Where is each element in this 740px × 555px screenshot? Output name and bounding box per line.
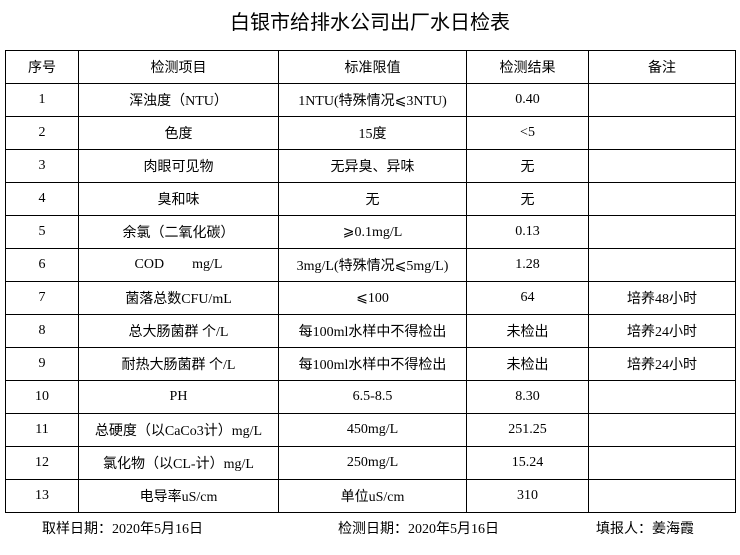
table-cell: ⩾0.1mg/L bbox=[278, 215, 467, 249]
column-header: 检测项目 bbox=[78, 50, 279, 84]
table-cell: 未检出 bbox=[466, 347, 589, 381]
table-row: 11 总硬度（以CaCo3计）mg/L 450mg/L 251.25 bbox=[5, 413, 736, 447]
table-cell: 总硬度（以CaCo3计）mg/L bbox=[78, 413, 279, 447]
table-cell: 10 bbox=[5, 380, 79, 414]
empty-cell bbox=[588, 479, 736, 513]
table-cell: 64 bbox=[466, 281, 589, 315]
table-cell: 6.5-8.5 bbox=[278, 380, 467, 414]
table-row: 7 菌落总数CFU/mL ⩽100 64 培养48小时 bbox=[5, 281, 736, 315]
empty-cell bbox=[588, 446, 736, 480]
table-cell: 电导率uS/cm bbox=[78, 479, 279, 513]
table-cell: 浑浊度（NTU） bbox=[78, 83, 279, 117]
table-cell: 250mg/L bbox=[278, 446, 467, 480]
table-cell: 肉眼可见物 bbox=[78, 149, 279, 183]
table-cell: PH bbox=[78, 380, 279, 414]
table-cell: 1 bbox=[5, 83, 79, 117]
table-cell: 7 bbox=[5, 281, 79, 315]
table-cell: 色度 bbox=[78, 116, 279, 150]
table-cell: 3 bbox=[5, 149, 79, 183]
table-row: 8 总大肠菌群 个/L 每100ml水样中不得检出 未检出 培养24小时 bbox=[5, 314, 736, 348]
test-date: 检测日期：2020年5月16日 bbox=[338, 522, 499, 537]
table-row: 13 电导率uS/cm 单位uS/cm 310 bbox=[5, 479, 736, 513]
table-cell: 无 bbox=[466, 149, 589, 183]
empty-cell bbox=[588, 248, 736, 282]
empty-cell bbox=[588, 413, 736, 447]
empty-cell bbox=[588, 380, 736, 414]
table-cell: 单位uS/cm bbox=[278, 479, 467, 513]
table-cell: 13 bbox=[5, 479, 79, 513]
table-cell: 无 bbox=[466, 182, 589, 216]
table-cell: 臭和味 bbox=[78, 182, 279, 216]
table-cell: 4 bbox=[5, 182, 79, 216]
table-row: 6 COD mg/L 3mg/L(特殊情况⩽5mg/L) 1.28 bbox=[5, 248, 736, 282]
table-cell: 11 bbox=[5, 413, 79, 447]
table-row: 3 肉眼可见物 无异臭、异味无 bbox=[5, 149, 736, 183]
empty-cell bbox=[588, 83, 736, 117]
sample-date: 取样日期：2020年5月16日 bbox=[42, 522, 203, 537]
inspection-table: 序号 检测项目 标准限值 检测结果 备注 1 浑浊度（NTU） 1NTU(特殊情况⩽3NTU)… bbox=[5, 50, 736, 513]
table-cell: 余氯（二氧化碳） bbox=[78, 215, 279, 249]
table-row: 5 余氯（二氧化碳） ⩾0.1mg/L 0.13 bbox=[5, 215, 736, 249]
table-cell: 0.40 bbox=[466, 83, 589, 117]
table-cell: 310 bbox=[466, 479, 589, 513]
table-cell: 未检出 bbox=[466, 314, 589, 348]
column-header: 备注 bbox=[588, 50, 736, 84]
table-cell: 培养48小时 bbox=[588, 281, 736, 315]
table-cell: 6 bbox=[5, 248, 79, 282]
table-cell: 无异臭、异味 bbox=[278, 149, 467, 183]
table-cell: 每100ml水样中不得检出 bbox=[278, 347, 467, 381]
table-cell: 8.30 bbox=[466, 380, 589, 414]
table-cell: 450mg/L bbox=[278, 413, 467, 447]
table-cell: 每100ml水样中不得检出 bbox=[278, 314, 467, 348]
empty-cell bbox=[588, 182, 736, 216]
title: 白银市给排水公司出厂水日检表 bbox=[230, 12, 510, 34]
table-cell: 12 bbox=[5, 446, 79, 480]
column-header: 标准限值 bbox=[278, 50, 467, 84]
table-cell: 总大肠菌群 个/L bbox=[78, 314, 279, 348]
table-cell: 15度 bbox=[278, 116, 467, 150]
table-cell: 5 bbox=[5, 215, 79, 249]
table-cell: 15.24 bbox=[466, 446, 589, 480]
empty-cell bbox=[588, 215, 736, 249]
table-cell: 0.13 bbox=[466, 215, 589, 249]
empty-cell bbox=[588, 116, 736, 150]
table-cell: 9 bbox=[5, 347, 79, 381]
table-row: 1 浑浊度（NTU） 1NTU(特殊情况⩽3NTU) 0.40 bbox=[5, 83, 736, 117]
table-cell: 氯化物（以CL-计）mg/L bbox=[78, 446, 279, 480]
table-cell: 8 bbox=[5, 314, 79, 348]
table-cell: 251.25 bbox=[466, 413, 589, 447]
table-cell: 1.28 bbox=[466, 248, 589, 282]
table-cell: 培养24小时 bbox=[588, 314, 736, 348]
reporter: 填报人：姜海霞 bbox=[596, 522, 694, 537]
table-row: 9 耐热大肠菌群 个/L 每100ml水样中不得检出 未检出 培养24小时 bbox=[5, 347, 736, 381]
table-row: 4 臭和味无无 bbox=[5, 182, 736, 216]
table-cell: 耐热大肠菌群 个/L bbox=[78, 347, 279, 381]
table-cell: 1NTU(特殊情况⩽3NTU) bbox=[278, 83, 467, 117]
header-row: 序号 检测项目 标准限值 检测结果 备注 bbox=[5, 50, 736, 84]
table-cell: <5 bbox=[466, 116, 589, 150]
table-cell: 培养24小时 bbox=[588, 347, 736, 381]
column-header: 检测结果 bbox=[466, 50, 589, 84]
empty-cell bbox=[588, 149, 736, 183]
table-cell: 3mg/L(特殊情况⩽5mg/L) bbox=[278, 248, 467, 282]
table-row: 2 色度 15度 <5 bbox=[5, 116, 736, 150]
table-cell: 无 bbox=[278, 182, 467, 216]
table-cell: 菌落总数CFU/mL bbox=[78, 281, 279, 315]
table-cell: ⩽100 bbox=[278, 281, 467, 315]
table-cell: COD mg/L bbox=[78, 248, 279, 282]
table-row: 10 PH 6.5-8.5 8.30 bbox=[5, 380, 736, 414]
column-header: 序号 bbox=[5, 50, 79, 84]
table-cell: 2 bbox=[5, 116, 79, 150]
table-row: 12 氯化物（以CL-计）mg/L 250mg/L 15.24 bbox=[5, 446, 736, 480]
